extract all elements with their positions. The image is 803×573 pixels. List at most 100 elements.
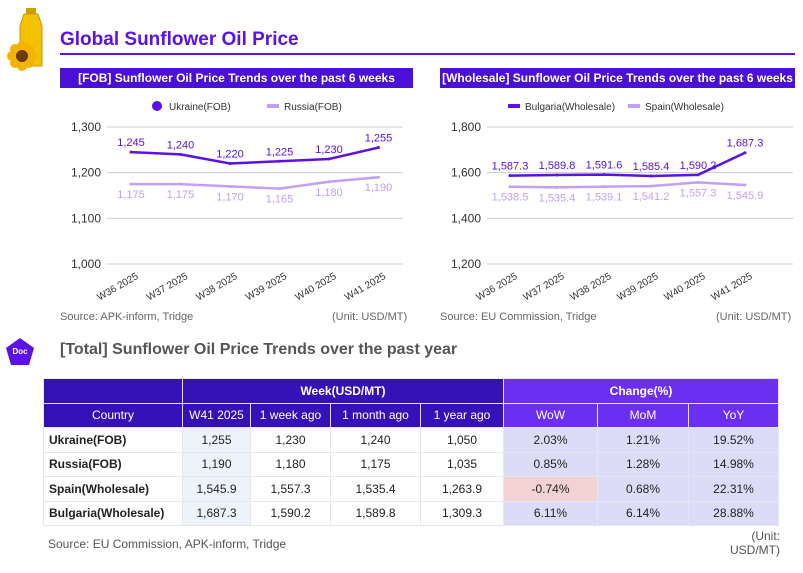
data-point: [129, 150, 133, 154]
x-tick-label: W36 2025: [475, 271, 520, 304]
fob-line-chart: 1,000 1,100 1,200 1,300 W36 2025 W37 2025 W38 …: [71, 101, 403, 304]
x-tick-label: W38 2025: [569, 271, 614, 304]
page-title: Global Sunflower Oil Price: [60, 29, 299, 50]
sunflower-oil-logo: [4, 6, 54, 74]
data-point: [129, 182, 133, 186]
legend-label: Ukraine(FOB): [169, 102, 231, 113]
1-month-ago-cell: 1,240: [330, 427, 421, 453]
data-label: 1,535.4: [539, 192, 576, 204]
data-label: 1,590.2: [680, 160, 717, 172]
legend-marker: [628, 104, 640, 108]
x-tick-label: W40 2025: [294, 271, 339, 304]
data-point: [696, 173, 700, 177]
data-label: 1,220: [216, 149, 244, 161]
1-week-ago-cell: 1,230: [250, 427, 331, 453]
header-mom: MoM: [597, 402, 689, 428]
header-1week: 1 week ago: [250, 402, 331, 428]
header-1month: 1 month ago: [330, 402, 421, 428]
y-tick-label: 1,200: [451, 257, 481, 271]
mom-cell: 1.21%: [597, 427, 689, 453]
legend-label: Bulgaria(Wholesale): [525, 102, 615, 113]
country-cell: Spain(Wholesale): [43, 476, 183, 502]
data-point: [602, 185, 606, 189]
table-row: Spain(Wholesale) 1,545.9 1,557.3 1,535.4 1,2…: [43, 476, 779, 502]
wow-cell: 2.03%: [503, 427, 598, 453]
data-label: 1,180: [315, 187, 343, 199]
data-label: 1,245: [117, 137, 145, 149]
wow-cell: -0.74%: [503, 476, 598, 502]
x-tick-label: W36 2025: [96, 271, 141, 304]
header-w41: W41 2025: [182, 402, 251, 428]
yoy-cell: 22.31%: [688, 476, 779, 502]
table-source: Source: EU Commission, APK-inform, Tridg…: [48, 537, 287, 551]
data-label: 1,175: [167, 189, 195, 201]
data-label: 1,170: [216, 191, 244, 203]
x-tick-label: W37 2025: [522, 271, 567, 304]
y-tick-label: 1,000: [71, 257, 101, 271]
1-week-ago-cell: 1,590.2: [250, 500, 331, 526]
data-label: 1,190: [365, 182, 393, 194]
data-point: [179, 152, 182, 156]
x-tick-label: W40 2025: [663, 271, 708, 304]
data-label: 1,587.3: [492, 161, 529, 173]
w41-cell: 1,545.9: [182, 476, 251, 502]
y-tick-label: 1,800: [451, 120, 481, 134]
data-label: 1,165: [266, 194, 294, 206]
y-tick-label: 1,400: [451, 211, 481, 225]
mom-cell: 1.28%: [597, 451, 689, 477]
legend-marker: [508, 104, 520, 108]
series-line: [509, 151, 746, 178]
w41-cell: 1,190: [182, 451, 251, 477]
y-tick-label: 1,200: [71, 166, 101, 180]
data-label: 1,175: [117, 189, 145, 201]
yoy-cell: 28.88%: [688, 500, 779, 526]
y-tick-label: 1,100: [71, 211, 101, 225]
data-point: [743, 183, 747, 187]
w41-cell: 1,687.3: [182, 500, 251, 526]
header-wow: WoW: [503, 402, 598, 428]
fob-unit: (Unit: USD/MT): [332, 311, 408, 323]
data-point: [327, 157, 331, 161]
data-point: [649, 184, 653, 188]
series-line: [130, 146, 379, 165]
data-point: [327, 180, 331, 184]
header-country: Country: [43, 402, 183, 428]
data-point: [555, 185, 559, 189]
wow-cell: 0.85%: [503, 451, 598, 477]
wow-cell: 6.11%: [503, 500, 598, 526]
data-point: [555, 173, 559, 177]
country-cell: Ukraine(FOB): [43, 427, 183, 453]
data-label: 1,585.4: [633, 161, 670, 173]
wholesale-chart-title: [Wholesale] Sunflower Oil Price Trends o…: [440, 68, 795, 88]
mom-cell: 0.68%: [597, 476, 689, 502]
x-tick-label: W39 2025: [244, 271, 289, 304]
1-month-ago-cell: 1,589.8: [330, 500, 421, 526]
y-tick-label: 1,300: [71, 120, 101, 134]
data-point: [179, 182, 182, 186]
data-label: 1,687.3: [727, 138, 764, 150]
data-label: 1,589.8: [539, 160, 576, 172]
1-year-ago-cell: 1,263.9: [420, 476, 504, 502]
data-point: [508, 185, 512, 189]
table-unit: (Unit: USD/MT): [730, 529, 780, 557]
legend-label: Russia(FOB): [284, 102, 342, 113]
mom-cell: 6.14%: [597, 500, 689, 526]
x-tick-label: W41 2025: [343, 271, 388, 304]
table-title: [Total] Sunflower Oil Price Trends over …: [60, 341, 458, 358]
x-tick-label: W39 2025: [616, 271, 661, 304]
yoy-cell: 14.98%: [688, 451, 779, 477]
legend-label: Spain(Wholesale): [645, 102, 724, 113]
doc-badge-label: Doc: [12, 347, 28, 356]
wholesale-source: Source: EU Commission, Tridge: [440, 311, 597, 323]
data-point: [228, 184, 232, 188]
y-tick-label: 1,600: [451, 166, 481, 180]
legend-marker: [152, 101, 162, 111]
wholesale-unit: (Unit: USD/MT): [716, 311, 792, 323]
1-year-ago-cell: 1,035: [420, 451, 504, 477]
1-month-ago-cell: 1,535.4: [330, 476, 421, 502]
data-point: [377, 146, 380, 150]
1-year-ago-cell: 1,050: [420, 427, 504, 453]
1-week-ago-cell: 1,557.3: [250, 476, 331, 502]
price-table: Week(USD/MT) Change(%) Country W41 2025 …: [43, 378, 779, 526]
country-cell: Russia(FOB): [43, 451, 183, 477]
